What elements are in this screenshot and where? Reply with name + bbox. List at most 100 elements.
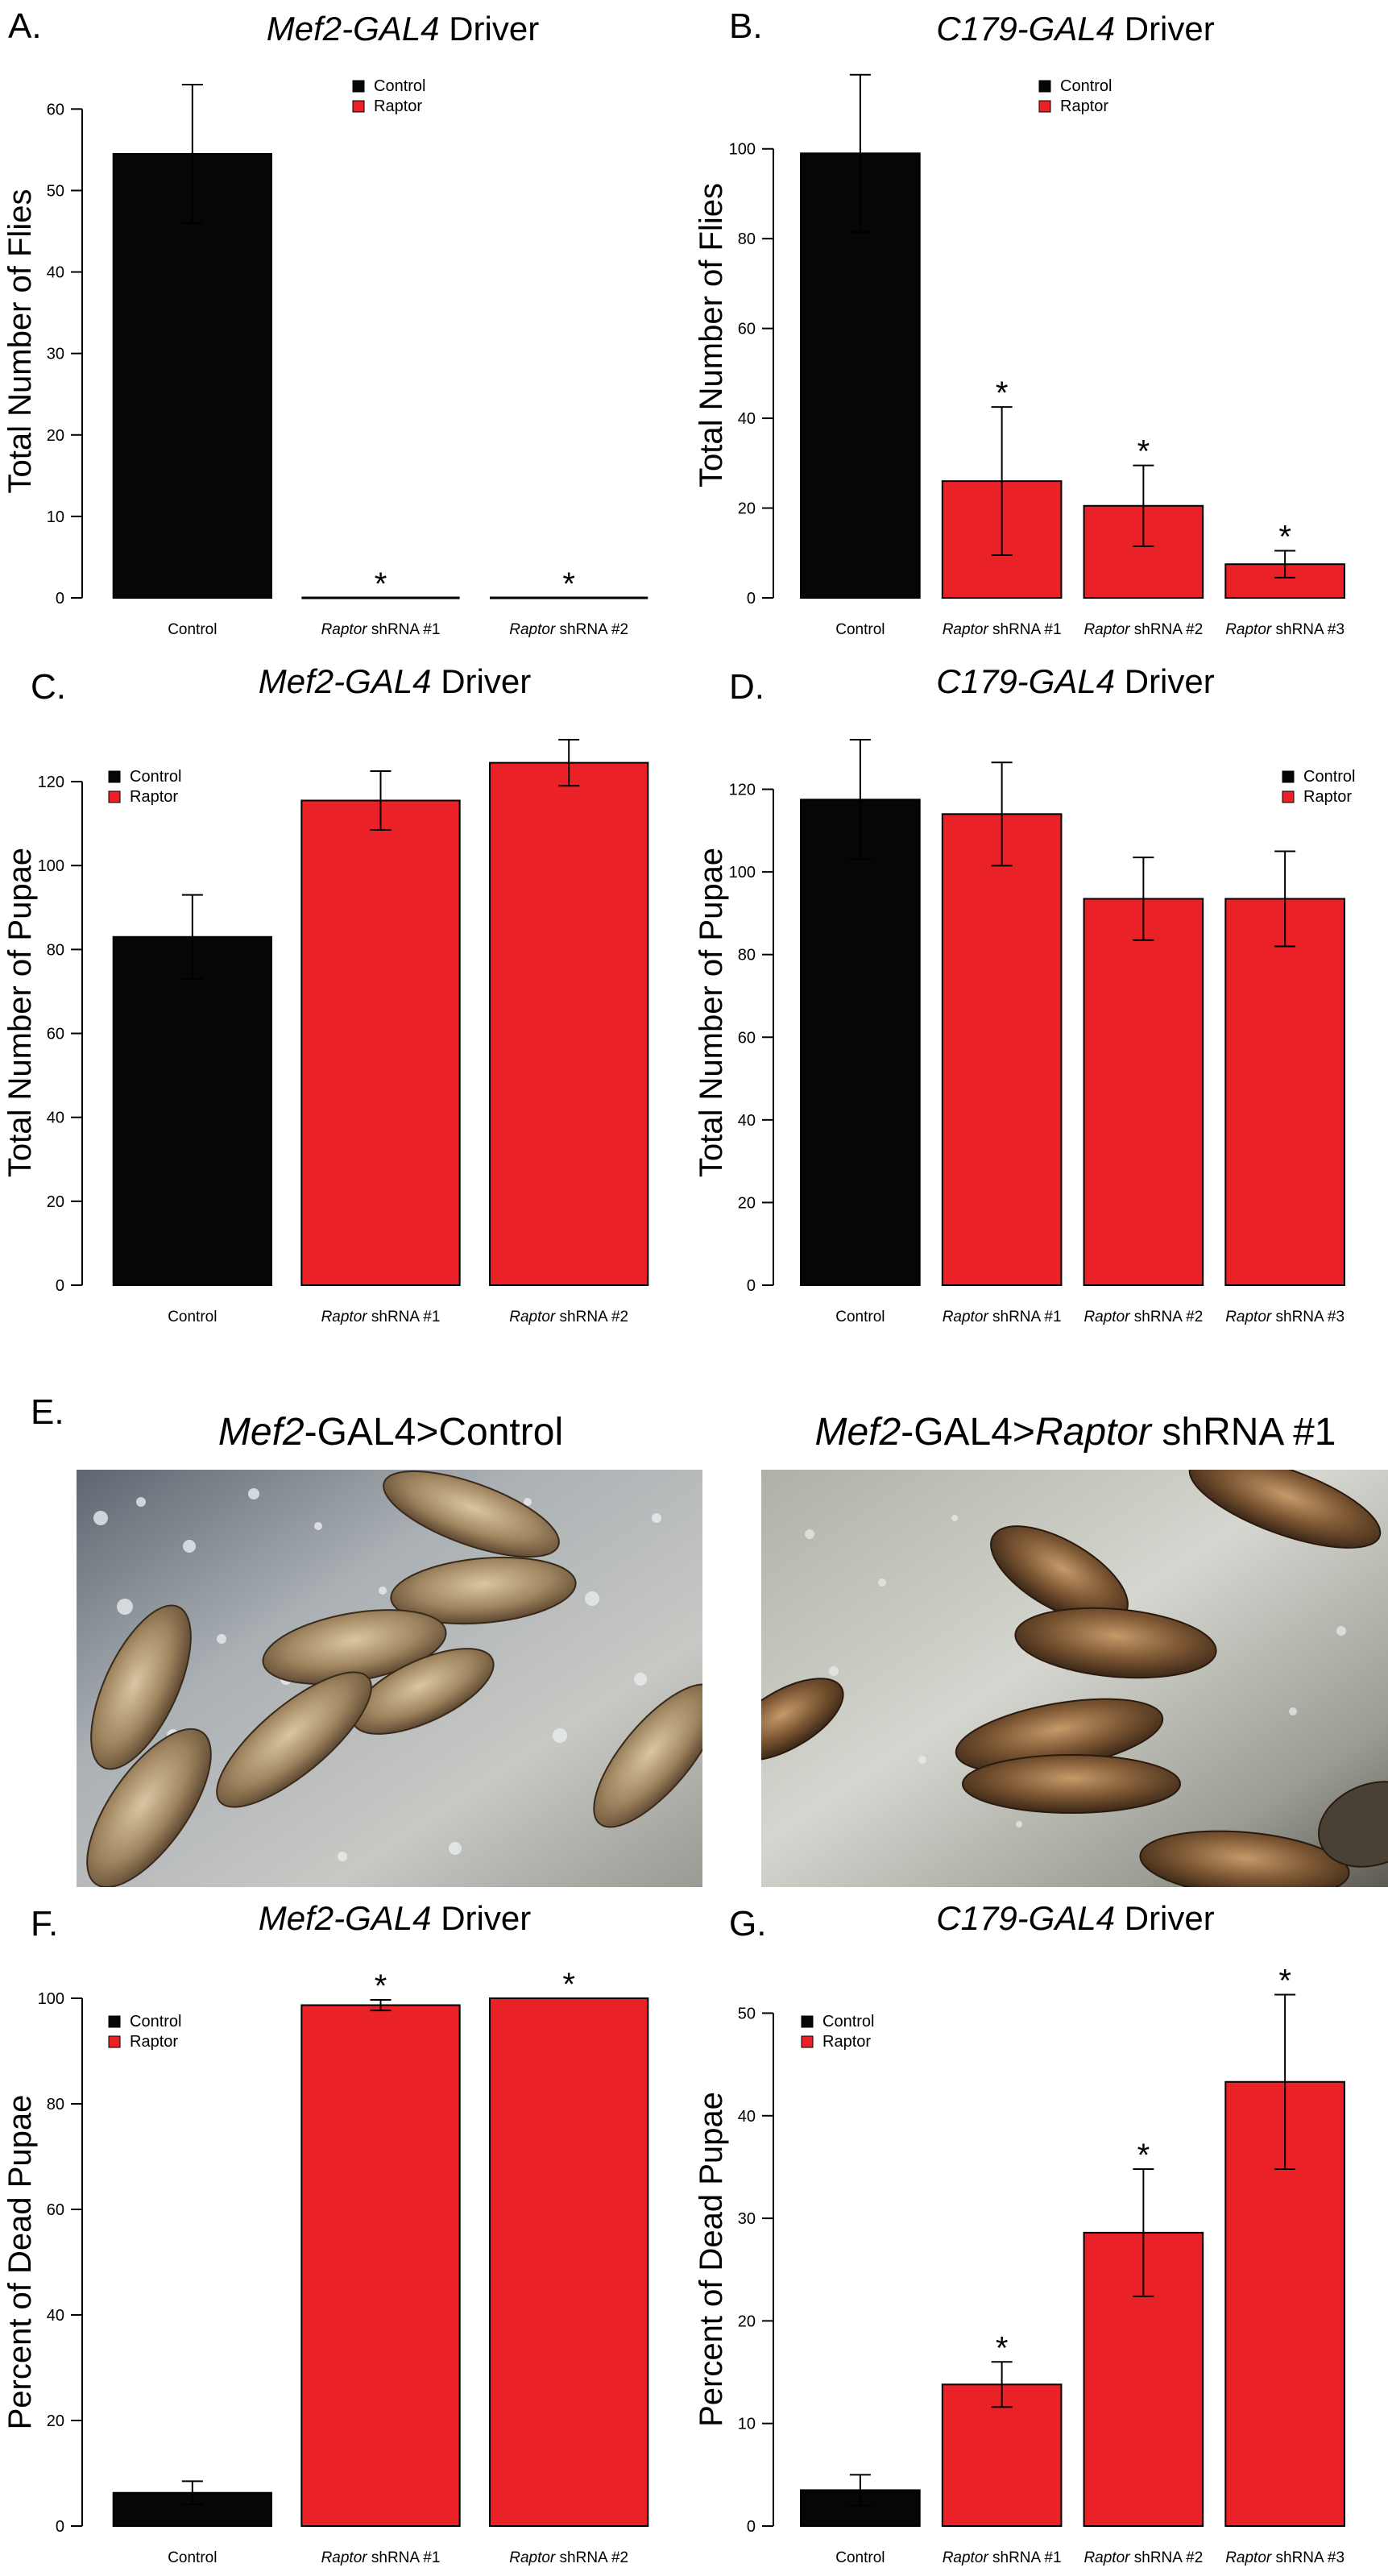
bar: [489, 761, 649, 1286]
significance-star: *: [996, 2330, 1009, 2366]
legend-label: Control: [1060, 77, 1112, 95]
legend-swatch: [108, 2015, 121, 2028]
y-tick-label: 0: [56, 2518, 64, 2536]
legend-swatch: [1282, 790, 1295, 803]
y-tick-label: 120: [38, 774, 64, 791]
chart-c: Mef2-GAL4 Driver Total Number of Pupae 0 20…: [2, 662, 649, 1325]
y-tick-label: 60: [47, 1026, 64, 1043]
significance-star: *: [562, 1967, 575, 2002]
x-tick-label: Control: [168, 621, 217, 638]
y-axis-label: Percent of Dead Pupae: [2, 2095, 38, 2430]
x-tick-label: Raptor shRNA #1: [943, 2549, 1062, 2566]
panel-label: G.: [729, 1904, 767, 1943]
x-tick-label: Raptor shRNA #1: [321, 621, 441, 638]
chart-title: Mef2-GAL4 Driver: [267, 10, 539, 48]
panel-label: D.: [729, 667, 764, 707]
significance-star: *: [1137, 434, 1150, 470]
bar: [1083, 898, 1204, 1286]
y-tick-label: 40: [47, 264, 64, 282]
bar: [300, 799, 461, 1286]
y-tick-label: 100: [729, 864, 756, 881]
y-tick-label: 0: [56, 1277, 64, 1295]
x-tick-label: Control: [168, 1309, 217, 1325]
y-tick-label: 100: [729, 141, 756, 159]
x-tick-label: Raptor shRNA #1: [321, 2549, 441, 2566]
chart-title: Mef2-GAL4 Driver: [259, 1899, 531, 1937]
y-axis-label: Total Number of Pupae: [2, 848, 38, 1177]
panel-d: D. C179-GAL4 Driver Total Number of Pupae…: [693, 661, 1388, 1342]
x-tick-label: Raptor shRNA #2: [1083, 1309, 1203, 1325]
y-tick-label: 100: [38, 1990, 64, 2008]
x-tick-label: Raptor shRNA #2: [1083, 2549, 1203, 2566]
y-tick-label: 40: [47, 1110, 64, 1127]
bar: [1224, 898, 1345, 1286]
x-tick-label: Raptor shRNA #2: [1083, 621, 1203, 638]
panel-a: A. Mef2-GAL4 Driver Total Number of Flies…: [0, 0, 693, 661]
y-axis-label: Percent of Dead Pupae: [694, 2092, 729, 2427]
y-axis-label: Total Number of Pupae: [694, 848, 729, 1177]
y-tick-label: 60: [47, 101, 64, 118]
legend-label: Control: [130, 768, 181, 786]
legend-swatch: [801, 2015, 814, 2028]
y-tick-label: 20: [738, 1194, 756, 1212]
bar: [300, 2004, 461, 2527]
bar: [112, 935, 272, 1286]
legend-swatch: [1038, 100, 1051, 113]
y-tick-label: 40: [738, 410, 756, 428]
legend-label: Raptor: [374, 97, 422, 115]
chart-f: Mef2-GAL4 Driver Percent of Dead Pupae 0 20…: [2, 1899, 649, 2566]
y-tick-label: 60: [47, 2201, 64, 2219]
y-tick-label: 20: [738, 2313, 756, 2330]
x-tick-label: Control: [835, 1309, 885, 1325]
x-tick-label: Raptor shRNA #3: [1225, 2549, 1344, 2566]
legend-swatch: [352, 100, 365, 113]
y-tick-label: 30: [738, 2210, 756, 2228]
panel-label: C.: [31, 667, 66, 707]
chart-title: C179-GAL4 Driver: [936, 662, 1214, 700]
bar: [489, 1997, 649, 2527]
y-tick-label: 0: [747, 1277, 756, 1295]
y-tick-label: 80: [738, 947, 756, 964]
chart-title: C179-GAL4 Driver: [936, 10, 1214, 48]
chart-g: C179-GAL4 Driver Percent of Dead Pupae 0 10…: [694, 1899, 1345, 2566]
panel-b: B. C179-GAL4 Driver Total Number of Flies…: [693, 0, 1388, 661]
chart-title: C179-GAL4 Driver: [936, 1899, 1214, 1937]
legend-swatch: [801, 2035, 814, 2048]
legend-label: Raptor: [1060, 97, 1108, 115]
legend-swatch: [1282, 770, 1295, 783]
y-tick-label: 120: [729, 782, 756, 799]
panel-label: E.: [31, 1392, 64, 1432]
y-tick-label: 50: [738, 2005, 756, 2022]
y-tick-label: 10: [47, 508, 64, 526]
y-tick-label: 40: [738, 1112, 756, 1130]
x-tick-label: Control: [835, 621, 885, 638]
legend-label: Control: [374, 77, 425, 95]
y-tick-label: 20: [738, 500, 756, 518]
chart-a: Mef2-GAL4 Driver Total Number of Flies 0 10…: [2, 10, 648, 638]
x-tick-label: Raptor shRNA #3: [1225, 1309, 1344, 1325]
significance-star: *: [375, 566, 387, 602]
chart-title: Mef2-GAL4 Driver: [259, 662, 531, 700]
chart-b: C179-GAL4 Driver Total Number of Flies 0 20…: [694, 10, 1345, 638]
y-axis-label: Total Number of Flies: [694, 183, 729, 487]
y-axis-label: Total Number of Flies: [2, 189, 38, 494]
bar: [941, 813, 1063, 1286]
significance-star: *: [996, 375, 1009, 411]
photo-raptor-pupae: [761, 1470, 1388, 1887]
x-tick-label: Raptor shRNA #1: [943, 621, 1062, 638]
y-tick-label: 40: [47, 2307, 64, 2325]
y-tick-label: 100: [38, 857, 64, 875]
y-tick-label: 20: [47, 427, 64, 445]
y-tick-label: 0: [747, 2518, 756, 2536]
y-tick-label: 80: [47, 2096, 64, 2113]
y-tick-label: 0: [747, 590, 756, 608]
panel-label: F.: [31, 1904, 59, 1943]
panel-e: E. Mef2-GAL4>Control Mef2-GAL4>Raptor sh…: [0, 1370, 1388, 1894]
bar: [112, 152, 272, 599]
y-tick-label: 80: [47, 941, 64, 959]
y-tick-label: 60: [738, 1029, 756, 1047]
photo-control-pupae: [77, 1470, 702, 1887]
significance-star: *: [1278, 519, 1291, 554]
legend-label: Control: [822, 2013, 874, 2031]
x-tick-label: Control: [835, 2549, 885, 2566]
